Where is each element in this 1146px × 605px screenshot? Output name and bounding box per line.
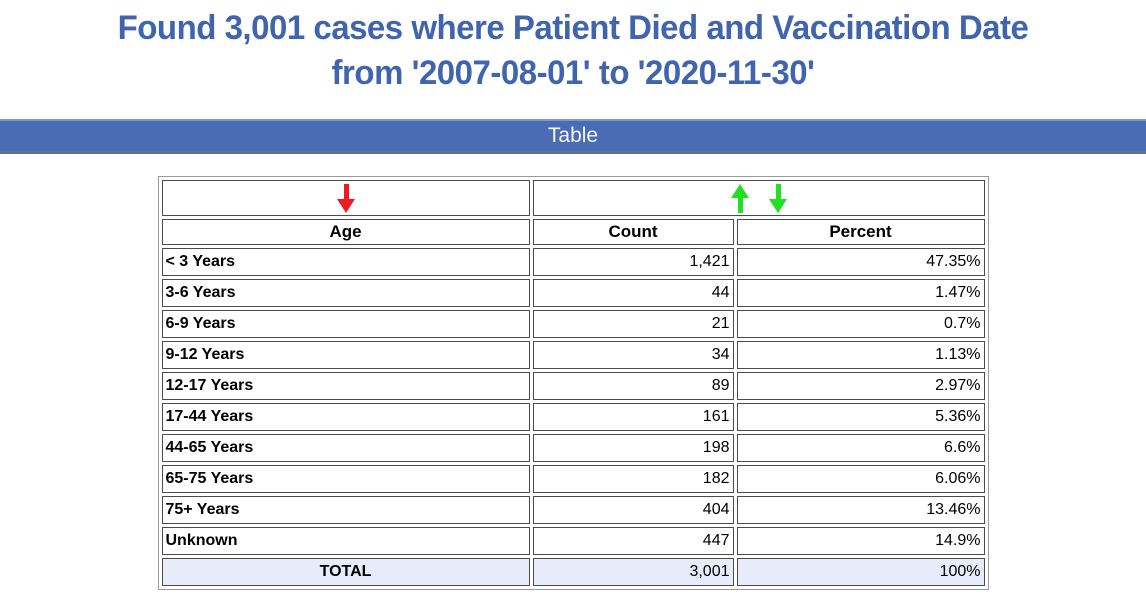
table-row: 65-75 Years 182 6.06%	[161, 465, 985, 493]
total-percent-cell: 100%	[736, 558, 985, 586]
table-row: 6-9 Years 21 0.7%	[161, 310, 985, 338]
page-title-line-1: Found 3,001 cases where Patient Died and…	[117, 9, 1029, 47]
table-row: Unknown 447 14.9%	[161, 527, 985, 555]
count-cell: 89	[532, 372, 734, 400]
age-cell: Unknown	[161, 527, 530, 555]
count-cell: 198	[532, 434, 734, 462]
table-row: 12-17 Years 89 2.97%	[161, 372, 985, 400]
value-sort-ascending-icon[interactable]	[727, 183, 753, 214]
section-header-label: Table	[547, 124, 599, 147]
total-count-cell: 3,001	[532, 558, 734, 586]
count-cell: 161	[532, 403, 734, 431]
percent-cell: 5.36%	[736, 403, 985, 431]
column-header-percent: Percent	[736, 219, 985, 245]
age-cell: 9-12 Years	[161, 341, 530, 369]
age-cell: 65-75 Years	[161, 465, 530, 493]
percent-cell: 1.47%	[736, 279, 985, 307]
age-cell: 6-9 Years	[161, 310, 530, 338]
count-cell: 1,421	[532, 248, 734, 276]
total-row: TOTAL 3,001 100%	[161, 558, 985, 586]
age-cell: 75+ Years	[161, 496, 530, 524]
table-row: 75+ Years 404 13.46%	[161, 496, 985, 524]
age-cell: 44-65 Years	[161, 434, 530, 462]
age-cell: 3-6 Years	[161, 279, 530, 307]
table-row: 3-6 Years 44 1.47%	[161, 279, 985, 307]
count-cell: 404	[532, 496, 734, 524]
age-sort-cell	[161, 180, 530, 216]
table-row: < 3 Years 1,421 47.35%	[161, 248, 985, 276]
age-cell: 12-17 Years	[161, 372, 530, 400]
section-header-bar: Table	[0, 119, 1146, 154]
age-sort-descending-icon[interactable]	[333, 183, 359, 214]
percent-cell: 13.46%	[736, 496, 985, 524]
column-header-age: Age	[161, 219, 530, 245]
percent-cell: 1.13%	[736, 341, 985, 369]
count-cell: 34	[532, 341, 734, 369]
percent-cell: 14.9%	[736, 527, 985, 555]
age-cell: 17-44 Years	[161, 403, 530, 431]
count-cell: 447	[532, 527, 734, 555]
percent-cell: 2.97%	[736, 372, 985, 400]
percent-cell: 6.06%	[736, 465, 985, 493]
results-table: Age Count Percent < 3 Years 1,421 47.35%…	[157, 176, 989, 590]
table-row: 44-65 Years 198 6.6%	[161, 434, 985, 462]
count-cell: 182	[532, 465, 734, 493]
page-title-line-2: from '2007-08-01' to '2020-11-30'	[331, 54, 815, 92]
total-label-cell: TOTAL	[161, 558, 530, 586]
value-sort-descending-icon[interactable]	[765, 183, 791, 214]
count-cell: 44	[532, 279, 734, 307]
percent-cell: 47.35%	[736, 248, 985, 276]
column-header-count: Count	[532, 219, 734, 245]
sort-controls-row	[161, 180, 985, 216]
percent-cell: 0.7%	[736, 310, 985, 338]
value-sort-cell	[532, 180, 985, 216]
page-title: Found 3,001 cases where Patient Died and…	[17, 6, 1129, 96]
table-row: 9-12 Years 34 1.13%	[161, 341, 985, 369]
count-cell: 21	[532, 310, 734, 338]
table-row: 17-44 Years 161 5.36%	[161, 403, 985, 431]
column-header-row: Age Count Percent	[161, 219, 985, 245]
results-table-container: Age Count Percent < 3 Years 1,421 47.35%…	[0, 176, 1146, 590]
age-cell: < 3 Years	[161, 248, 530, 276]
percent-cell: 6.6%	[736, 434, 985, 462]
